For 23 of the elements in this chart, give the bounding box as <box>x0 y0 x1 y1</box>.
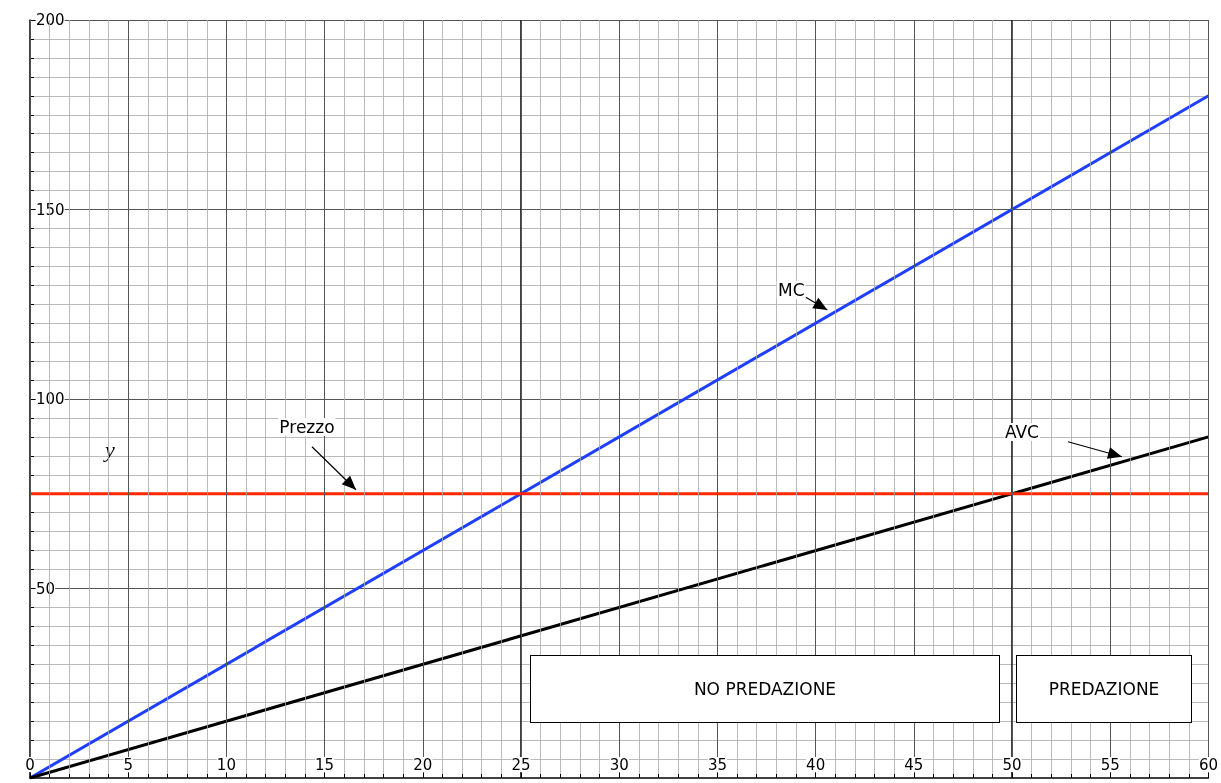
x-tick-label: 20 <box>413 755 433 774</box>
text-box: PREDAZIONE <box>1016 655 1192 723</box>
x-tick-label: 50 <box>1002 755 1022 774</box>
x-tick-label: 60 <box>1198 755 1218 774</box>
x-tick-label: 0 <box>25 755 35 774</box>
x-tick-label: 55 <box>1100 755 1120 774</box>
text-box: NO PREDAZIONE <box>530 655 1000 723</box>
y-tick-label: 50 <box>36 579 56 598</box>
series-label: MC <box>777 280 806 301</box>
x-tick-label: 15 <box>315 755 335 774</box>
x-tick-label: 30 <box>609 755 629 774</box>
x-tick-label: 25 <box>511 755 531 774</box>
text: AVC <box>1003 421 1040 442</box>
text: Prezzo <box>278 416 336 437</box>
x-tick-label: 40 <box>806 755 826 774</box>
x-tick-label: 45 <box>904 755 924 774</box>
x-tick-label: 10 <box>216 755 236 774</box>
y-tick-label: 150 <box>36 200 65 219</box>
x-tick-label: 35 <box>707 755 727 774</box>
y-axis-title: y <box>103 436 116 462</box>
y-tick-label: 200 <box>36 11 65 29</box>
x-tick-label: 5 <box>123 755 133 774</box>
y-tick-label: 100 <box>36 390 65 408</box>
